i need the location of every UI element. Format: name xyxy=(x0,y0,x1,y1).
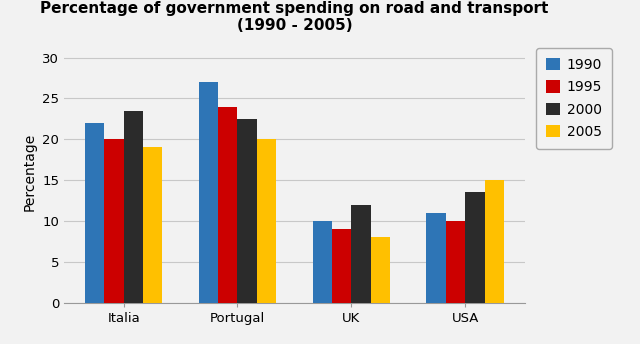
Bar xyxy=(237,119,257,303)
Bar xyxy=(143,148,163,303)
Bar xyxy=(199,82,218,303)
Bar xyxy=(332,229,351,303)
Bar xyxy=(484,180,504,303)
Bar xyxy=(124,111,143,303)
Bar xyxy=(218,107,237,303)
Bar xyxy=(104,139,124,303)
Bar xyxy=(257,139,276,303)
Bar xyxy=(446,221,465,303)
Bar xyxy=(426,213,446,303)
Bar xyxy=(312,221,332,303)
Bar xyxy=(465,192,484,303)
Bar xyxy=(371,237,390,303)
Y-axis label: Percentage: Percentage xyxy=(22,133,36,211)
Legend: 1990, 1995, 2000, 2005: 1990, 1995, 2000, 2005 xyxy=(536,48,612,149)
Bar xyxy=(351,205,371,303)
Title: Percentage of government spending on road and transport
(1990 - 2005): Percentage of government spending on roa… xyxy=(40,1,548,33)
Bar xyxy=(85,123,104,303)
